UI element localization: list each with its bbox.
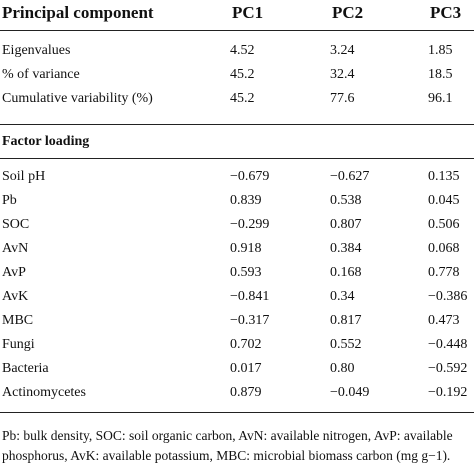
value-cell: −0.299 (230, 217, 270, 232)
value-cell: 0.817 (330, 313, 362, 328)
row-label: Eigenvalues (2, 43, 71, 58)
value-cell: 0.384 (330, 241, 362, 256)
value-cell: 0.879 (230, 385, 262, 400)
value-cell: 45.2 (230, 67, 255, 82)
column-header: PC3 (430, 3, 462, 22)
value-cell: −0.192 (428, 385, 468, 400)
rule (0, 30, 474, 31)
value-cell: 0.593 (230, 265, 262, 280)
value-cell: 77.6 (330, 91, 355, 106)
column-header: PC2 (332, 3, 364, 22)
section-heading: Factor loading (2, 134, 90, 149)
row-label: MBC (2, 313, 34, 328)
row-label: Actinomycetes (2, 385, 86, 400)
value-cell: 0.506 (428, 217, 460, 232)
rule (0, 158, 474, 159)
value-cell: 0.807 (330, 217, 362, 232)
value-cell: 0.538 (330, 193, 362, 208)
row-label: Pb (2, 193, 17, 208)
row-label: Bacteria (2, 361, 49, 376)
value-cell: 0.135 (428, 169, 460, 184)
value-cell: 32.4 (330, 67, 355, 82)
value-cell: 4.52 (230, 43, 255, 58)
value-cell: −0.386 (428, 289, 468, 304)
value-cell: 0.552 (330, 337, 362, 352)
value-cell: −0.841 (230, 289, 270, 304)
value-cell: 45.2 (230, 91, 255, 106)
value-cell: −0.049 (330, 385, 370, 400)
value-cell: 96.1 (428, 91, 453, 106)
column-header: PC1 (232, 3, 264, 22)
row-label: % of variance (2, 67, 80, 82)
value-cell: 0.473 (428, 313, 460, 328)
value-cell: −0.448 (428, 337, 468, 352)
row-label: AvK (2, 289, 29, 304)
value-cell: 0.34 (330, 289, 355, 304)
row-label: Cumulative variability (%) (2, 91, 153, 106)
value-cell: 1.85 (428, 43, 453, 58)
value-cell: −0.679 (230, 169, 270, 184)
rule (0, 412, 474, 413)
value-cell: −0.317 (230, 313, 270, 328)
row-label: AvP (2, 265, 26, 280)
value-cell: 0.918 (230, 241, 262, 256)
footnote: Pb: bulk density, SOC: soil organic carb… (2, 428, 453, 463)
row-header-title: Principal component (2, 3, 154, 22)
value-cell: 0.068 (428, 241, 460, 256)
value-cell: 0.045 (428, 193, 460, 208)
row-label: Soil pH (2, 169, 46, 184)
value-cell: −0.627 (330, 169, 370, 184)
value-cell: 0.168 (330, 265, 362, 280)
value-cell: 3.24 (330, 43, 355, 58)
value-cell: 0.702 (230, 337, 262, 352)
row-label: AvN (2, 241, 29, 256)
value-cell: 0.80 (330, 361, 355, 376)
row-label: SOC (2, 217, 30, 232)
value-cell: 0.839 (230, 193, 262, 208)
row-label: Fungi (2, 337, 35, 352)
value-cell: 0.017 (230, 361, 262, 376)
value-cell: 18.5 (428, 67, 453, 82)
value-cell: 0.778 (428, 265, 460, 280)
value-cell: −0.592 (428, 361, 468, 376)
rule (0, 124, 474, 125)
